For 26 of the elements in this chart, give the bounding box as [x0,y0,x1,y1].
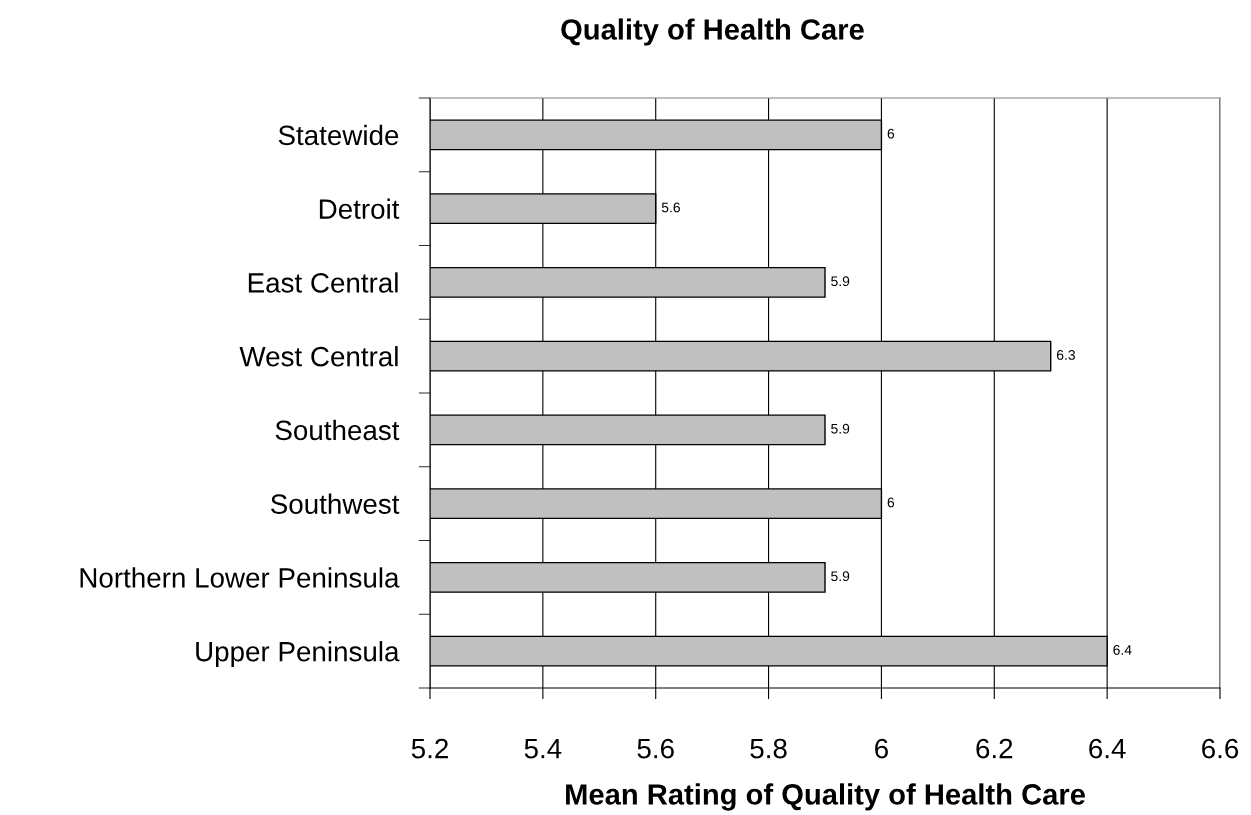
data-label: 5.9 [831,571,850,582]
data-label: 6.3 [1056,350,1075,360]
data-label: 6 [887,128,895,139]
x-tick-label: 5.6 [637,738,674,759]
x-tick-label: 6.6 [1202,738,1239,759]
y-tick-label: East Central [248,272,398,293]
x-tick-label: 5.4 [524,739,562,759]
y-tick-label: Detroit [319,198,400,219]
x-tick-label: 5.8 [750,738,787,759]
y-tick-label: Northern Lower Peninsula [80,567,400,588]
x-axis-title: Mean Rating of Quality of Health Care [566,783,1085,811]
y-tick-label: Upper Peninsula [196,641,400,667]
data-label: 6 [887,497,895,508]
data-label: 5.9 [831,423,850,434]
data-label: 6.4 [1113,645,1132,655]
y-tick-label: Southeast [275,419,400,441]
y-tick-label: Statewide [278,124,399,146]
y-tick-label: Southwest [271,493,400,514]
data-label: 5.6 [661,202,680,213]
x-tick-label: 5.2 [411,738,448,759]
chart-title: Quality of Health Care [561,18,864,46]
x-tick-label: 6.4 [1089,738,1126,759]
x-tick-label: 6.2 [976,738,1013,759]
x-tick-label: 6 [875,738,888,759]
y-tick-label: West Central [239,346,398,367]
data-label: 5.9 [831,276,850,287]
